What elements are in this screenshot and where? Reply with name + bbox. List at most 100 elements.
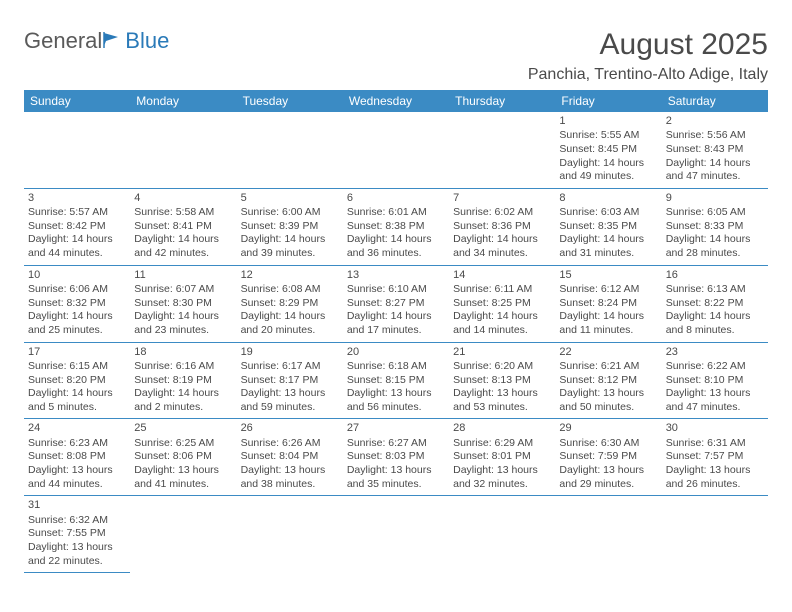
- day-number: 18: [134, 345, 232, 359]
- day-detail: Sunset: 8:12 PM: [559, 374, 657, 388]
- day-number: 30: [666, 421, 764, 435]
- day-detail: Daylight: 13 hours: [134, 464, 232, 478]
- logo-text-1: General: [24, 28, 102, 54]
- day-number: 26: [241, 421, 339, 435]
- day-detail: and 41 minutes.: [134, 478, 232, 492]
- day-number: 4: [134, 191, 232, 205]
- day-detail: and 39 minutes.: [241, 247, 339, 261]
- day-detail: and 14 minutes.: [453, 324, 551, 338]
- day-detail: Daylight: 14 hours: [666, 310, 764, 324]
- calendar-cell: 20Sunrise: 6:18 AMSunset: 8:15 PMDayligh…: [343, 342, 449, 419]
- calendar-cell: 17Sunrise: 6:15 AMSunset: 8:20 PMDayligh…: [24, 342, 130, 419]
- day-header: Sunday: [24, 90, 130, 112]
- day-detail: and 56 minutes.: [347, 401, 445, 415]
- day-detail: and 5 minutes.: [28, 401, 126, 415]
- day-number: 14: [453, 268, 551, 282]
- day-detail: Daylight: 13 hours: [28, 541, 126, 555]
- calendar-cell: 23Sunrise: 6:22 AMSunset: 8:10 PMDayligh…: [662, 342, 768, 419]
- day-number: 13: [347, 268, 445, 282]
- logo-text-2: Blue: [125, 28, 169, 54]
- day-number: 15: [559, 268, 657, 282]
- day-detail: Sunrise: 6:00 AM: [241, 206, 339, 220]
- calendar-row: 31Sunrise: 6:32 AMSunset: 7:55 PMDayligh…: [24, 496, 768, 573]
- day-detail: Daylight: 13 hours: [453, 464, 551, 478]
- day-detail: and 53 minutes.: [453, 401, 551, 415]
- calendar-table: SundayMondayTuesdayWednesdayThursdayFrid…: [24, 90, 768, 573]
- day-detail: and 28 minutes.: [666, 247, 764, 261]
- calendar-cell: 13Sunrise: 6:10 AMSunset: 8:27 PMDayligh…: [343, 265, 449, 342]
- calendar-cell: 11Sunrise: 6:07 AMSunset: 8:30 PMDayligh…: [130, 265, 236, 342]
- day-detail: and 38 minutes.: [241, 478, 339, 492]
- day-detail: Sunrise: 6:17 AM: [241, 360, 339, 374]
- day-detail: and 11 minutes.: [559, 324, 657, 338]
- day-number: 25: [134, 421, 232, 435]
- day-number: 16: [666, 268, 764, 282]
- calendar-row: 24Sunrise: 6:23 AMSunset: 8:08 PMDayligh…: [24, 419, 768, 496]
- calendar-cell: 26 Sunrise: 6:26 AMSunset: 8:04 PMDayligh…: [237, 419, 343, 496]
- day-number: 19: [241, 345, 339, 359]
- day-detail: Sunset: 8:43 PM: [666, 143, 764, 157]
- day-detail: and 20 minutes.: [241, 324, 339, 338]
- calendar-row: 3Sunrise: 5:57 AMSunset: 8:42 PMDaylight…: [24, 188, 768, 265]
- day-detail: and 8 minutes.: [666, 324, 764, 338]
- flag-icon: [103, 28, 123, 54]
- calendar-cell: 10Sunrise: 6:06 AMSunset: 8:32 PMDayligh…: [24, 265, 130, 342]
- calendar-cell: 24Sunrise: 6:23 AMSunset: 8:08 PMDayligh…: [24, 419, 130, 496]
- day-detail: Sunset: 8:42 PM: [28, 220, 126, 234]
- day-detail: Sunrise: 6:32 AM: [28, 514, 126, 528]
- day-detail: Daylight: 13 hours: [453, 387, 551, 401]
- day-number: 5: [241, 191, 339, 205]
- day-number: 28: [453, 421, 551, 435]
- calendar-cell: 19Sunrise: 6:17 AMSunset: 8:17 PMDayligh…: [237, 342, 343, 419]
- day-detail: and 44 minutes.: [28, 478, 126, 492]
- calendar-cell: 7Sunrise: 6:02 AMSunset: 8:36 PMDaylight…: [449, 188, 555, 265]
- calendar-cell: [343, 112, 449, 188]
- day-detail: Sunset: 8:38 PM: [347, 220, 445, 234]
- day-detail: Sunrise: 6:11 AM: [453, 283, 551, 297]
- day-header: Monday: [130, 90, 236, 112]
- day-detail: Sunset: 8:22 PM: [666, 297, 764, 311]
- day-detail: Sunrise: 6:26 AM: [241, 437, 339, 451]
- calendar-row: 10Sunrise: 6:06 AMSunset: 8:32 PMDayligh…: [24, 265, 768, 342]
- day-detail: Daylight: 14 hours: [28, 387, 126, 401]
- day-detail: and 44 minutes.: [28, 247, 126, 261]
- day-detail: Sunset: 8:10 PM: [666, 374, 764, 388]
- calendar-cell: [449, 112, 555, 188]
- day-number: 3: [28, 191, 126, 205]
- day-detail: Daylight: 14 hours: [559, 233, 657, 247]
- calendar-cell: 31Sunrise: 6:32 AMSunset: 7:55 PMDayligh…: [24, 496, 130, 573]
- day-detail: Sunrise: 6:13 AM: [666, 283, 764, 297]
- day-detail: and 32 minutes.: [453, 478, 551, 492]
- day-detail: Daylight: 13 hours: [347, 387, 445, 401]
- day-detail: Daylight: 14 hours: [241, 233, 339, 247]
- day-detail: Sunrise: 6:05 AM: [666, 206, 764, 220]
- calendar-cell: 4Sunrise: 5:58 AMSunset: 8:41 PMDaylight…: [130, 188, 236, 265]
- day-number: 10: [28, 268, 126, 282]
- day-detail: Daylight: 14 hours: [241, 310, 339, 324]
- day-detail: Sunset: 8:13 PM: [453, 374, 551, 388]
- day-detail: Sunrise: 6:31 AM: [666, 437, 764, 451]
- calendar-cell: 18Sunrise: 6:16 AMSunset: 8:19 PMDayligh…: [130, 342, 236, 419]
- day-number: 6: [347, 191, 445, 205]
- calendar-cell: [237, 112, 343, 188]
- day-detail: Daylight: 13 hours: [28, 464, 126, 478]
- calendar-cell: 29Sunrise: 6:30 AMSunset: 7:59 PMDayligh…: [555, 419, 661, 496]
- day-header-row: SundayMondayTuesdayWednesdayThursdayFrid…: [24, 90, 768, 112]
- day-header: Wednesday: [343, 90, 449, 112]
- day-number: 11: [134, 268, 232, 282]
- day-detail: Sunset: 8:06 PM: [134, 450, 232, 464]
- day-detail: Daylight: 14 hours: [453, 310, 551, 324]
- day-number: 9: [666, 191, 764, 205]
- day-detail: Sunset: 8:04 PM: [241, 450, 339, 464]
- calendar-cell: 5Sunrise: 6:00 AMSunset: 8:39 PMDaylight…: [237, 188, 343, 265]
- day-detail: Sunrise: 6:30 AM: [559, 437, 657, 451]
- day-detail: Daylight: 13 hours: [241, 464, 339, 478]
- day-detail: Sunrise: 5:58 AM: [134, 206, 232, 220]
- day-detail: Daylight: 14 hours: [666, 233, 764, 247]
- day-detail: Sunset: 8:39 PM: [241, 220, 339, 234]
- title-block: August 2025 Panchia, Trentino-Alto Adige…: [528, 28, 768, 84]
- day-number: 24: [28, 421, 126, 435]
- calendar-cell: 6Sunrise: 6:01 AMSunset: 8:38 PMDaylight…: [343, 188, 449, 265]
- calendar-cell: 21Sunrise: 6:20 AMSunset: 8:13 PMDayligh…: [449, 342, 555, 419]
- day-detail: and 29 minutes.: [559, 478, 657, 492]
